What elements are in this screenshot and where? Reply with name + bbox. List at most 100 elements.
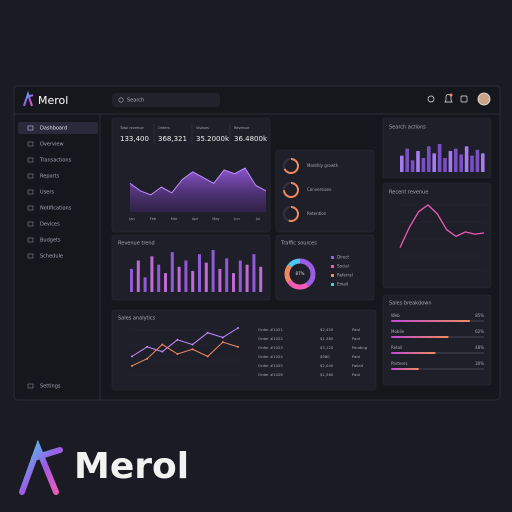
progress-bar xyxy=(391,320,471,322)
bar xyxy=(211,250,215,292)
messages-button[interactable] xyxy=(460,95,468,103)
bar xyxy=(427,146,431,172)
bar xyxy=(164,273,167,292)
stat-value: 133,400 xyxy=(120,135,149,143)
panel-title: Recent revenue xyxy=(389,190,428,196)
sales-point xyxy=(237,327,239,329)
table-cell: $980 xyxy=(320,354,330,359)
legend-swatch xyxy=(331,256,334,259)
panel-title: Search actions xyxy=(389,125,426,131)
x-tick-label: Mar xyxy=(171,217,178,221)
sales-point xyxy=(206,355,209,358)
bar xyxy=(225,258,229,292)
table-cell: $2,040 xyxy=(320,363,334,368)
avatar[interactable] xyxy=(477,92,491,106)
sales-point xyxy=(161,350,164,353)
nav-icon xyxy=(27,141,34,147)
nav-item[interactable]: Notifications xyxy=(40,206,72,212)
nav-icon xyxy=(27,157,34,163)
settings-icon xyxy=(27,383,34,389)
table-cell: Order #1024 xyxy=(258,354,283,359)
table-cell: $1,380 xyxy=(320,336,334,341)
progress-bar xyxy=(391,336,449,338)
sales-point xyxy=(176,338,179,341)
bar xyxy=(259,266,263,292)
bar xyxy=(475,149,480,172)
bar xyxy=(416,151,420,172)
bar xyxy=(238,260,242,292)
sidebar-footer[interactable]: Settings xyxy=(40,384,61,390)
brand-icon xyxy=(19,439,63,495)
sales-point xyxy=(221,336,224,339)
table-cell: Order #1022 xyxy=(258,336,283,341)
revenue-panel xyxy=(382,182,492,289)
progress-label: Retail xyxy=(391,345,402,350)
sales-point xyxy=(176,353,179,355)
bar xyxy=(252,254,256,292)
nav-item[interactable]: Overview xyxy=(40,142,64,148)
sales-line xyxy=(131,341,239,367)
table-cell: Paid xyxy=(352,336,361,341)
table-cell: Order #1025 xyxy=(258,363,283,368)
legend-label: Email xyxy=(337,282,348,287)
table-cell: $3,120 xyxy=(320,345,334,350)
donut-slice xyxy=(284,258,316,290)
x-tick-label: May xyxy=(212,217,219,221)
progress-label: Mobile xyxy=(391,329,405,334)
donut-slice xyxy=(284,258,316,290)
bar xyxy=(143,277,147,292)
nav-item[interactable]: Budgets xyxy=(40,238,61,244)
notifications-button[interactable] xyxy=(444,94,453,103)
table-cell: Failed xyxy=(352,363,364,368)
sales-point xyxy=(131,355,133,358)
nav-item[interactable]: Users xyxy=(40,190,54,196)
nav-item[interactable]: Transactions xyxy=(39,158,72,164)
nav-icon xyxy=(27,189,34,195)
sales-point xyxy=(237,345,239,348)
bar xyxy=(170,252,174,292)
stat-value: 36.4800k xyxy=(234,135,268,143)
table-cell: Paid xyxy=(352,372,361,377)
progress-value: 30% xyxy=(475,361,484,366)
donut-slice xyxy=(284,258,316,290)
nav-icon xyxy=(27,205,34,211)
bar xyxy=(204,262,208,292)
panel-title: Sales breakdown xyxy=(389,301,432,307)
bar xyxy=(481,153,485,172)
nav-icon xyxy=(27,125,34,131)
search-box[interactable] xyxy=(112,93,220,107)
sales-point xyxy=(221,341,224,344)
nav-item[interactable]: Schedule xyxy=(40,254,63,260)
nav-item[interactable]: Reports xyxy=(40,174,60,180)
progress-value: 48% xyxy=(475,345,484,350)
ring xyxy=(283,206,299,222)
bar xyxy=(448,151,453,172)
ring xyxy=(283,182,299,198)
stat-label: Total revenue xyxy=(119,126,144,130)
bar xyxy=(464,146,469,172)
bar xyxy=(470,155,474,172)
ring-label: Retention xyxy=(307,211,327,216)
table-cell: Order #1023 xyxy=(258,345,283,350)
bar xyxy=(191,271,195,292)
stat-label: Revenue xyxy=(234,126,249,130)
bar xyxy=(157,264,161,292)
progress-label: Partners xyxy=(391,361,408,366)
bar xyxy=(421,158,426,172)
nav-item[interactable]: Devices xyxy=(40,222,60,228)
panel-title: Revenue trend xyxy=(118,241,155,247)
x-tick-label: Jan xyxy=(128,217,134,221)
legend-swatch xyxy=(331,274,334,277)
nav-item[interactable]: Dashboard xyxy=(40,126,67,132)
panel-title: Sales analytics xyxy=(118,316,156,322)
table-cell: $1,560 xyxy=(320,372,334,377)
x-tick-label: Jul xyxy=(255,217,260,221)
x-tick-label: Jun xyxy=(233,217,239,221)
ring-label: Conversions xyxy=(307,187,332,192)
search-button[interactable] xyxy=(427,95,435,103)
revenue-line xyxy=(399,204,485,248)
stat-value: 368,321 xyxy=(158,135,187,143)
nav-icon xyxy=(27,253,34,259)
